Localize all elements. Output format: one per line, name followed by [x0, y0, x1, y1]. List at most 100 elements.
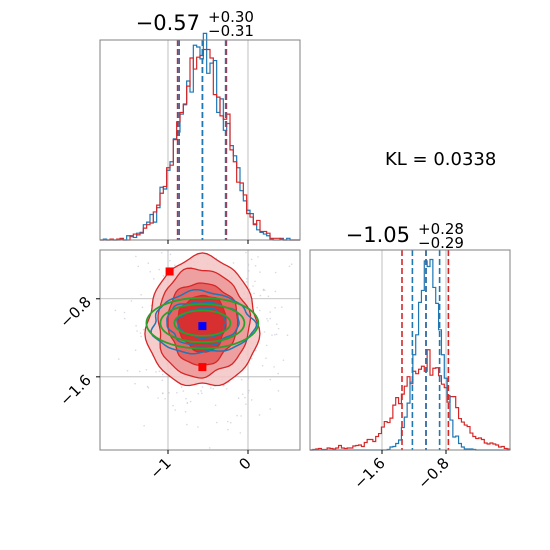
scatter-point: [176, 391, 178, 394]
tick-marks: −1.6 −0.8: [350, 450, 453, 493]
histogram-series: [100, 32, 300, 241]
scatter-point: [265, 344, 268, 347]
scatter-point: [253, 292, 255, 295]
scatter-point: [189, 463, 191, 465]
scatter-point: [237, 397, 240, 400]
scatter-point: [274, 271, 277, 274]
contour-green: [159, 303, 246, 344]
scatter-point: [277, 327, 280, 330]
marker: [165, 267, 174, 276]
scatter-point: [145, 368, 148, 371]
scatter-point: [288, 265, 291, 268]
scatter-point: [244, 396, 246, 399]
scatter-point: [200, 390, 202, 392]
scatter-point: [269, 408, 271, 410]
scatter-point: [140, 294, 142, 296]
scatter-point: [208, 447, 211, 449]
histogram-red: [100, 48, 300, 241]
scatter-point: [135, 325, 137, 327]
scatter-point: [247, 392, 250, 394]
marker: [198, 322, 207, 331]
histogram-series: [310, 258, 511, 451]
scatter-point: [257, 256, 259, 258]
scatter-point: [157, 194, 159, 196]
scatter-point: [259, 271, 261, 273]
scatter-point: [240, 378, 243, 381]
scatter-point: [239, 432, 242, 434]
scatter-point: [148, 201, 150, 203]
scatter-point: [209, 243, 211, 245]
y-tick-label: −0.8: [56, 293, 94, 331]
scatter-point: [281, 306, 283, 308]
contour-blue: [176, 307, 227, 339]
scatter-point: [114, 309, 117, 312]
scatter-point: [261, 364, 264, 367]
scatter-point: [191, 237, 193, 239]
scatter-point: [274, 290, 277, 293]
scatter-point: [136, 330, 138, 332]
scatter-point: [245, 403, 247, 405]
scatter-point: [192, 244, 194, 246]
scatter-point: [161, 379, 164, 382]
scatter-point: [199, 227, 201, 229]
panel-title-sup: +0.30: [208, 8, 254, 26]
scatter-point: [139, 332, 142, 334]
scatter-point: [166, 211, 168, 213]
scatter-point: [222, 384, 225, 387]
scatter-point: [267, 295, 270, 298]
quantile-lines: [401, 250, 450, 450]
scatter-point: [149, 270, 152, 273]
scatter-point: [146, 385, 149, 388]
scatter-point: [189, 400, 192, 403]
scatter-point: [275, 333, 278, 336]
scatter-point: [251, 357, 253, 360]
scatter-point: [200, 392, 203, 395]
scatter-point: [184, 410, 187, 413]
panel-title-sub: −0.31: [208, 22, 254, 40]
scatter-point: [147, 387, 150, 389]
x-tick-label: −0.8: [414, 454, 452, 492]
scatter-point: [247, 377, 250, 380]
scatter-point: [221, 233, 223, 235]
kl-annotation: KL = 0.0338: [385, 149, 496, 170]
scatter-point: [265, 357, 267, 359]
scatter-point: [203, 241, 205, 243]
scatter-point: [205, 234, 207, 236]
panel-title-sup: +0.28: [418, 220, 464, 238]
tick-marks: [167, 240, 249, 244]
scatter-point: [158, 268, 161, 271]
scatter-point: [158, 370, 161, 373]
scatter-point: [245, 277, 248, 280]
panel-frame: [309, 249, 511, 451]
scatter-point: [212, 387, 215, 390]
scatter-point: [137, 265, 140, 268]
scatter-point: [123, 317, 126, 320]
marker-points: [165, 267, 207, 372]
scatter-point: [236, 414, 238, 417]
panel-frame: [99, 39, 301, 241]
panel-title-sub: −0.29: [418, 234, 464, 252]
y-tick-label: −1.6: [56, 371, 94, 409]
scatter-point: [263, 331, 266, 333]
scatter-point: [258, 414, 261, 416]
scatter-point: [134, 349, 137, 351]
grid-lines: [381, 250, 447, 450]
contour-panel-xy: −1 0 −0.8 −1.6: [56, 194, 301, 482]
scatter-point: [274, 333, 276, 336]
contour-green: [145, 296, 260, 350]
scatter-point: [152, 248, 154, 250]
scatter-point: [266, 318, 268, 320]
scatter-point: [117, 358, 120, 360]
scatter-point: [168, 391, 170, 394]
histogram-panel-x: −0.57 +0.30 −0.31: [99, 8, 301, 244]
scatter-point: [174, 264, 176, 267]
panel-frame: [99, 249, 301, 451]
scatter-point: [143, 424, 145, 427]
scatter-point: [247, 270, 250, 272]
scatter-point: [135, 255, 137, 258]
scatter-point: [254, 280, 256, 283]
histogram-red: [310, 349, 511, 451]
scatter-point: [216, 421, 218, 424]
scatter-point: [247, 264, 250, 267]
